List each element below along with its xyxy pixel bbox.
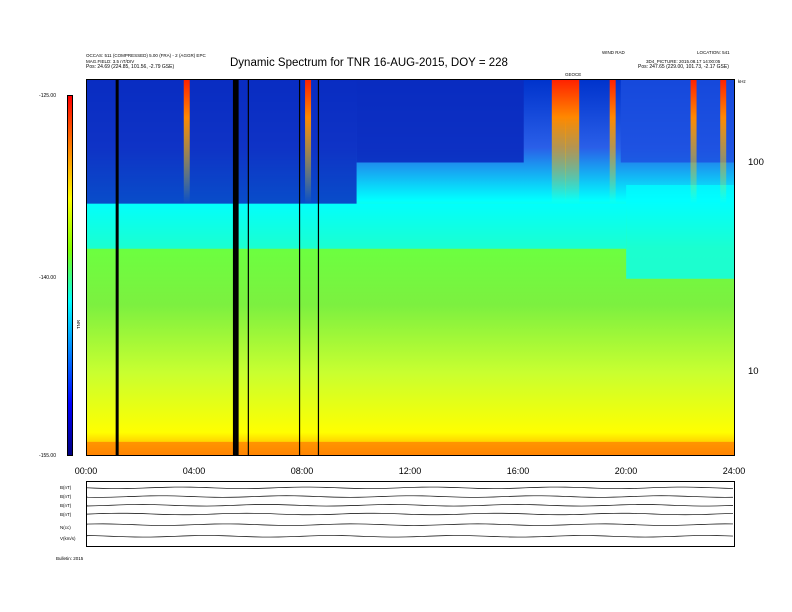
colorbar-tick-bottom: -155.00 bbox=[39, 453, 56, 459]
cyan-band-2 bbox=[626, 185, 734, 279]
geoce-annotation: GEOCE bbox=[565, 72, 582, 77]
radio-burst-4 bbox=[609, 80, 616, 204]
upper-blue-band-3 bbox=[620, 80, 734, 163]
data-gap-2 bbox=[235, 80, 239, 455]
x-tick-1: 04:00 bbox=[182, 466, 206, 476]
header-info-5: 3D4_PICTURE: 2015.08.17 14:00:05 bbox=[646, 59, 721, 64]
cyan-band bbox=[87, 203, 627, 249]
radio-burst-0 bbox=[183, 80, 190, 204]
colorbar-label: TNR bbox=[76, 319, 82, 330]
parameter-trace-5 bbox=[87, 523, 734, 526]
freq-unit-label: kHz bbox=[738, 79, 746, 84]
parameter-trace-1 bbox=[87, 486, 734, 489]
data-gap-1 bbox=[232, 80, 236, 455]
radio-burst-1 bbox=[305, 80, 312, 204]
data-gap-4 bbox=[298, 80, 301, 455]
header-info-3: Pos: 24.69 (224.85, 101.56, -2.79 GSE) bbox=[86, 64, 175, 70]
series-label-6: V(km/s) bbox=[60, 536, 76, 541]
series-label-5: N(cc) bbox=[60, 525, 71, 530]
freq-tick-100: 100 bbox=[748, 157, 764, 168]
parameter-trace-2 bbox=[87, 495, 734, 498]
colorbar-tick-mid: -140.00 bbox=[39, 275, 56, 281]
radio-burst-2 bbox=[551, 80, 566, 204]
upper-blue-band bbox=[87, 80, 357, 204]
radio-burst-6 bbox=[720, 80, 727, 204]
parameter-panel bbox=[86, 481, 735, 547]
data-gap-0 bbox=[115, 80, 119, 455]
series-label-3: B(nT) bbox=[60, 503, 72, 508]
header-info-2: MAG.FIELD: 3.5 nT/DIV bbox=[86, 59, 135, 64]
series-label-2: B(nT) bbox=[60, 494, 72, 499]
radio-burst-5 bbox=[690, 80, 697, 204]
data-gap-3 bbox=[247, 80, 249, 455]
parameter-trace-4 bbox=[87, 512, 734, 516]
spectrogram-plot bbox=[86, 79, 735, 456]
parameter-trace-3 bbox=[87, 504, 734, 507]
x-tick-0: 00:00 bbox=[74, 466, 98, 476]
parameter-trace-6 bbox=[87, 535, 734, 538]
x-tick-2: 08:00 bbox=[290, 466, 314, 476]
radio-burst-3 bbox=[565, 80, 580, 204]
x-tick-5: 20:00 bbox=[614, 466, 638, 476]
colorbar-tick-top: -125.00 bbox=[39, 93, 56, 99]
x-tick-3: 12:00 bbox=[398, 466, 422, 476]
colorbar bbox=[67, 95, 73, 456]
x-tick-4: 16:00 bbox=[506, 466, 530, 476]
data-gap-5 bbox=[317, 80, 320, 455]
freq-tick-10: 10 bbox=[748, 366, 759, 377]
header-info-4: WIND RAD bbox=[602, 50, 625, 55]
header-info-4b: LOCATION: 541 bbox=[697, 50, 730, 55]
chart-title: Dynamic Spectrum for TNR 16-AUG-2015, DO… bbox=[230, 57, 508, 69]
bottom-warm-strip bbox=[87, 441, 734, 455]
header-info-1: OCCAS: 511 (COMPRESSED) 5.00 (FRA) - 2 (… bbox=[86, 53, 206, 58]
header-info-6: Pos: 247.65 (229.00, 101.73, -2.17 GSE) bbox=[638, 64, 729, 70]
series-label-4: B(nT) bbox=[60, 512, 72, 517]
series-label-1: B(nT) bbox=[60, 485, 72, 490]
x-tick-6: 24:00 bbox=[722, 466, 746, 476]
upper-blue-band-2 bbox=[356, 80, 524, 163]
footer-label: Bulletin: 2015 bbox=[56, 556, 84, 561]
